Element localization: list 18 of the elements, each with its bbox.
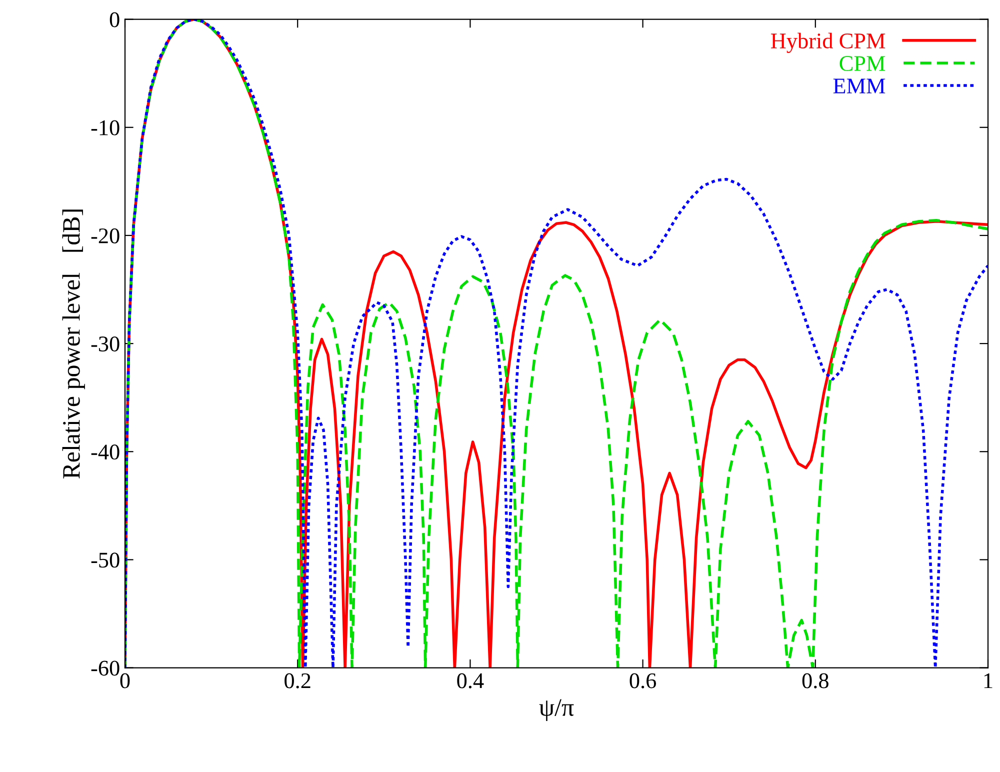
x-tick-label: 0.6 [630, 673, 656, 688]
y-tick-label: -40 [91, 444, 120, 460]
x-tick-label: 0.2 [284, 673, 310, 688]
y-tick-label: 0 [110, 12, 120, 28]
legend-label: CPM [840, 56, 886, 71]
legend-label: Hybrid CPM [770, 32, 886, 53]
y-tick-label: -60 [91, 660, 120, 676]
x-tick-label: 0.8 [802, 673, 828, 688]
y-tick-label: -50 [91, 552, 120, 568]
y-tick-label: -30 [91, 336, 120, 352]
x-tick-label: 0 [120, 673, 130, 688]
x-tick-label: 1 [984, 673, 992, 688]
y-axis-title: Relative power level [dB] [62, 210, 85, 479]
x-tick-label: 0.4 [457, 673, 484, 688]
x-axis-title: ψ/π [539, 699, 574, 722]
legend-label: EMM [833, 78, 886, 94]
y-tick-label: -20 [91, 228, 120, 244]
y-tick-label: -10 [91, 120, 120, 136]
